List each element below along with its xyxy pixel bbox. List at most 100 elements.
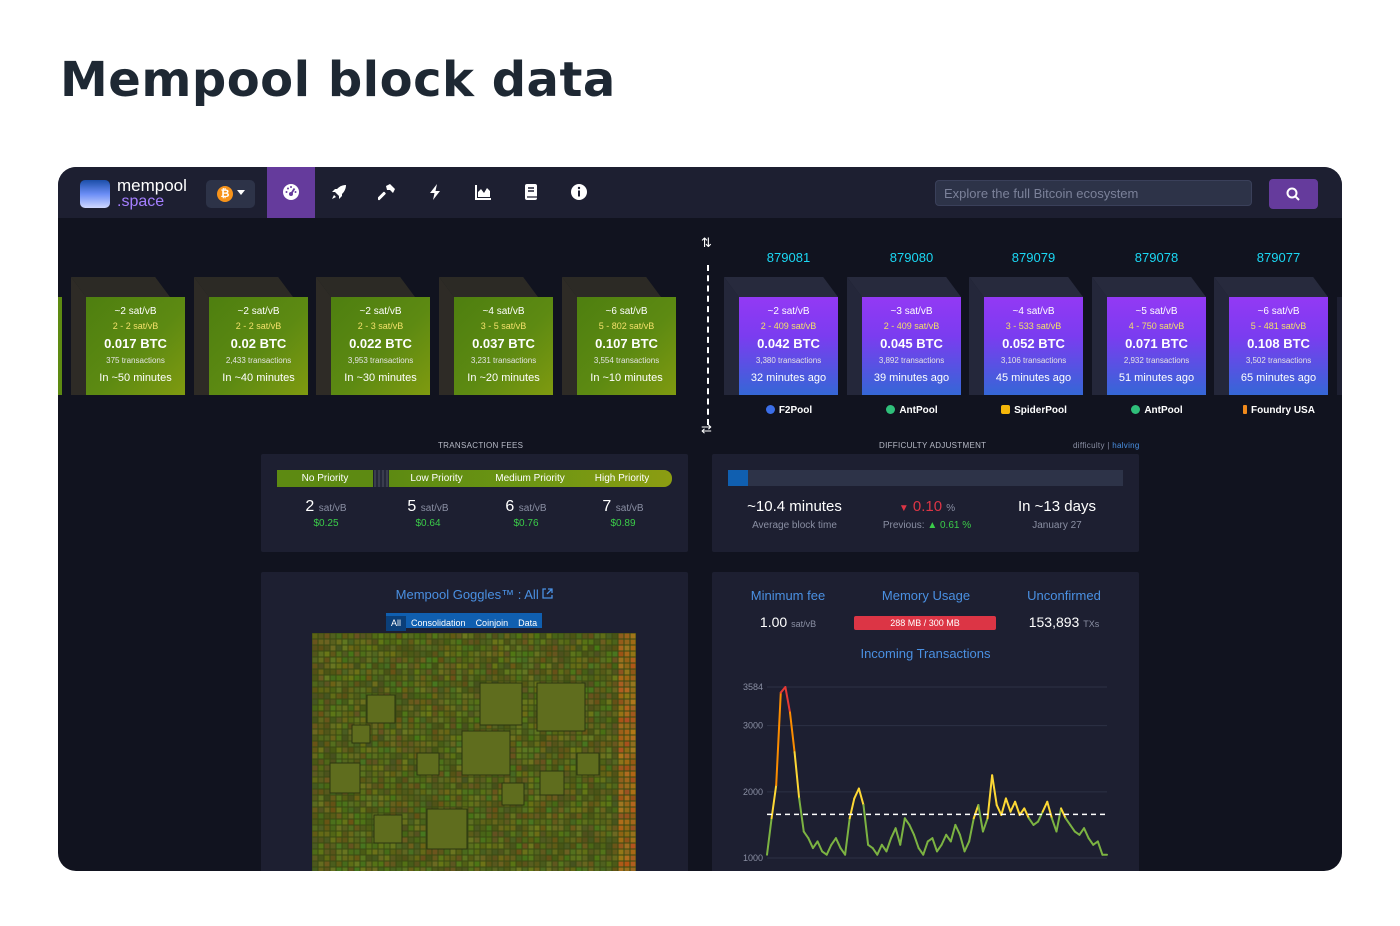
transaction-tile[interactable]	[366, 861, 372, 867]
transaction-tile[interactable]	[480, 645, 486, 651]
transaction-tile[interactable]	[474, 807, 480, 813]
transaction-tile[interactable]	[438, 771, 444, 777]
transaction-tile[interactable]	[420, 717, 426, 723]
transaction-tile[interactable]	[408, 639, 414, 645]
transaction-tile[interactable]	[414, 711, 420, 717]
transaction-tile[interactable]	[618, 717, 624, 723]
transaction-tile[interactable]	[396, 783, 402, 789]
transaction-tile[interactable]	[402, 675, 408, 681]
transaction-tile[interactable]	[444, 687, 450, 693]
transaction-tile[interactable]	[426, 693, 432, 699]
transaction-tile[interactable]	[396, 771, 402, 777]
transaction-tile[interactable]	[630, 729, 636, 735]
transaction-tile[interactable]	[480, 789, 486, 795]
transaction-tile[interactable]	[354, 807, 360, 813]
transaction-tile[interactable]	[408, 741, 414, 747]
transaction-tile[interactable]	[606, 669, 612, 675]
transaction-tile[interactable]	[414, 747, 420, 753]
transaction-tile[interactable]	[582, 675, 588, 681]
transaction-tile[interactable]	[462, 849, 468, 855]
transaction-tile[interactable]	[426, 669, 432, 675]
transaction-tile[interactable]	[456, 849, 462, 855]
transaction-tile[interactable]	[534, 765, 540, 771]
transaction-tile[interactable]	[558, 849, 564, 855]
transaction-tile[interactable]	[480, 777, 486, 783]
transaction-tile[interactable]	[402, 711, 408, 717]
transaction-tile[interactable]	[396, 675, 402, 681]
transaction-tile[interactable]	[588, 717, 594, 723]
mining-pool-link[interactable]: F2Pool	[724, 405, 854, 416]
transaction-tile[interactable]	[414, 789, 420, 795]
transaction-tile[interactable]	[594, 687, 600, 693]
transaction-tile[interactable]	[378, 789, 384, 795]
transaction-tile[interactable]	[534, 777, 540, 783]
transaction-tile[interactable]	[564, 741, 570, 747]
transaction-tile[interactable]	[612, 741, 618, 747]
transaction-tile[interactable]	[318, 861, 324, 867]
transaction-tile[interactable]	[414, 837, 420, 843]
transaction-tile[interactable]	[528, 777, 534, 783]
transaction-tile[interactable]	[336, 669, 342, 675]
transaction-tile[interactable]	[426, 717, 432, 723]
transaction-tile[interactable]	[558, 729, 564, 735]
transaction-tile[interactable]	[630, 843, 636, 849]
transaction-tile[interactable]	[522, 801, 528, 807]
transaction-tile[interactable]	[414, 867, 420, 872]
transaction-tile[interactable]	[324, 765, 330, 771]
transaction-tile[interactable]	[540, 663, 546, 669]
transaction-tile[interactable]	[540, 807, 546, 813]
transaction-tile[interactable]	[366, 741, 372, 747]
transaction-tile[interactable]	[546, 861, 552, 867]
transaction-tile[interactable]	[558, 675, 564, 681]
transaction-tile[interactable]	[588, 825, 594, 831]
transaction-tile[interactable]	[354, 651, 360, 657]
transaction-tile[interactable]	[312, 855, 318, 861]
transaction-tile[interactable]	[600, 711, 606, 717]
transaction-tile[interactable]	[528, 807, 534, 813]
block-height-link[interactable]: 879079	[1011, 250, 1056, 265]
transaction-tile[interactable]	[564, 765, 570, 771]
transaction-tile[interactable]	[408, 651, 414, 657]
transaction-tile[interactable]	[576, 837, 582, 843]
transaction-tile[interactable]	[492, 669, 498, 675]
transaction-tile[interactable]	[402, 831, 408, 837]
transaction-tile[interactable]	[414, 741, 420, 747]
transaction-tile[interactable]	[594, 777, 600, 783]
transaction-tile[interactable]	[312, 849, 318, 855]
transaction-tile[interactable]	[378, 855, 384, 861]
transaction-tile[interactable]	[408, 813, 414, 819]
transaction-tile[interactable]	[372, 639, 378, 645]
transaction-tile[interactable]	[372, 687, 378, 693]
transaction-tile[interactable]	[516, 741, 522, 747]
transaction-tile[interactable]	[474, 777, 480, 783]
transaction-tile[interactable]	[360, 645, 366, 651]
transaction-tile[interactable]	[624, 687, 630, 693]
transaction-tile[interactable]	[336, 633, 342, 639]
transaction-tile[interactable]	[474, 819, 480, 825]
transaction-tile[interactable]	[432, 687, 438, 693]
transaction-tile[interactable]	[516, 807, 522, 813]
transaction-tile[interactable]	[468, 711, 474, 717]
transaction-tile[interactable]	[360, 861, 366, 867]
transaction-tile[interactable]	[354, 717, 360, 723]
transaction-tile[interactable]	[468, 723, 474, 729]
transaction-tile[interactable]	[474, 723, 480, 729]
transaction-tile[interactable]	[318, 699, 324, 705]
large-transaction-tile[interactable]	[426, 808, 468, 850]
transaction-tile[interactable]	[600, 813, 606, 819]
transaction-tile[interactable]	[606, 777, 612, 783]
transaction-tile[interactable]	[630, 681, 636, 687]
transaction-tile[interactable]	[420, 669, 426, 675]
transaction-tile[interactable]	[570, 729, 576, 735]
transaction-tile[interactable]	[552, 759, 558, 765]
transaction-tile[interactable]	[390, 753, 396, 759]
transaction-tile[interactable]	[594, 849, 600, 855]
transaction-tile[interactable]	[348, 699, 354, 705]
transaction-tile[interactable]	[588, 657, 594, 663]
transaction-tile[interactable]	[480, 801, 486, 807]
transaction-tile[interactable]	[534, 807, 540, 813]
transaction-tile[interactable]	[534, 639, 540, 645]
transaction-tile[interactable]	[570, 663, 576, 669]
transaction-tile[interactable]	[510, 639, 516, 645]
transaction-tile[interactable]	[372, 795, 378, 801]
